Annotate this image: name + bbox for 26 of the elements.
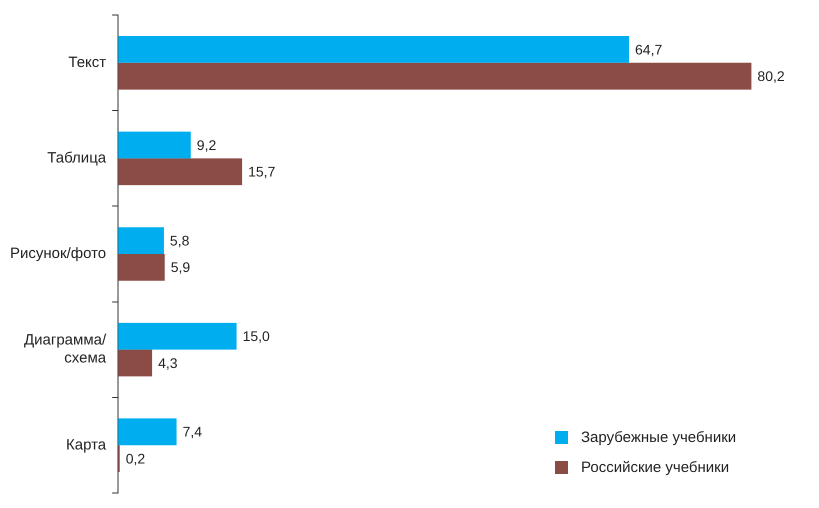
data-label: 15,7 <box>248 164 276 180</box>
data-label: 5,9 <box>170 259 190 276</box>
bar <box>118 227 164 254</box>
data-label: 9,2 <box>196 136 216 153</box>
bar <box>118 418 177 446</box>
data-label: 0,2 <box>126 450 146 466</box>
data-label: 4,3 <box>158 354 178 371</box>
y-tick-label: Рисунок/фото <box>10 245 106 262</box>
data-label: 7,4 <box>182 424 202 440</box>
data-label: 80,2 <box>757 68 785 84</box>
y-tick-label: Таблица <box>47 150 107 167</box>
legend-label: Российские учебники <box>581 459 730 476</box>
bar <box>118 254 165 281</box>
bar <box>118 350 152 376</box>
bar <box>118 62 752 90</box>
legend-label: Зарубежные учебники <box>581 429 736 446</box>
bar <box>118 158 242 186</box>
bar <box>118 36 630 63</box>
data-label: 64,7 <box>635 41 662 58</box>
y-tick-label: Диаграмма/ схема <box>24 332 107 367</box>
data-label: 5,8 <box>170 232 190 248</box>
bar <box>118 322 237 350</box>
y-tick-label: Текст <box>68 54 106 71</box>
data-label: 15,0 <box>242 328 270 344</box>
y-tick-label: Карта <box>66 436 107 454</box>
bar <box>118 132 191 158</box>
